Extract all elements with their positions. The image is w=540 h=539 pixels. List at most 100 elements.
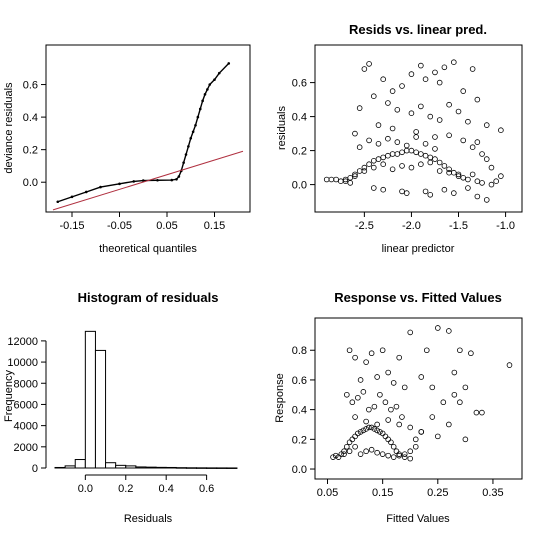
residuals-plot-point <box>413 129 419 135</box>
response-plot-point <box>473 409 480 416</box>
residuals-plot-point <box>432 156 438 162</box>
histogram-y-tick-label: 4000 <box>14 421 38 433</box>
residuals-plot-point <box>394 151 401 157</box>
residuals-plot-point <box>361 66 368 72</box>
response-plot-point <box>357 451 364 457</box>
histogram-bar <box>115 464 127 469</box>
residuals-plot-point <box>422 152 429 159</box>
residuals-plot-point <box>460 175 467 181</box>
histogram-bar <box>125 465 137 469</box>
response-plot-point <box>390 454 397 460</box>
residuals-plot-point <box>455 108 462 115</box>
residuals-plot-point <box>380 186 386 193</box>
qq-plot-frame <box>45 44 251 213</box>
response-plot-frame <box>314 317 523 480</box>
response-plot-point <box>377 429 383 435</box>
residuals-plot-point <box>474 96 481 103</box>
response-plot-point <box>341 448 347 455</box>
response-plot-point <box>371 403 378 410</box>
response-plot-point <box>479 409 485 416</box>
histogram-y-tick-label: 12000 <box>7 336 38 348</box>
response-plot-point <box>352 414 358 420</box>
response-plot-y-tick-label: 0.0 <box>292 464 307 476</box>
histogram-bar <box>185 467 198 469</box>
response-plot-point <box>344 443 350 450</box>
response-plot-point <box>344 391 350 398</box>
residuals-plot-point <box>436 117 443 123</box>
response-plot-point <box>363 426 369 432</box>
response-plot-y-axis-label: Response <box>274 373 286 423</box>
residuals-plot-point <box>451 59 457 65</box>
residuals-plot-point <box>375 122 382 128</box>
residuals-plot-y-tick-label: 0.6 <box>292 78 307 90</box>
residuals-plot-point <box>375 156 382 162</box>
response-plot-point <box>379 430 386 437</box>
response-plot-point <box>457 399 463 406</box>
qq-plot-y-tick-label: 0.0 <box>23 177 38 189</box>
response-plot-point <box>407 424 414 431</box>
response-plot-point <box>434 433 441 440</box>
residuals-plot-point <box>385 152 391 159</box>
response-plot-point <box>385 436 391 443</box>
histogram-bar <box>135 466 147 469</box>
qq-reference-line <box>52 150 244 211</box>
residuals-plot-point <box>432 134 438 140</box>
response-plot-point <box>418 374 425 380</box>
response-plot-point <box>423 347 430 354</box>
residuals-vs-linear-predictor-panel: Resids vs. linear pred. linear predictor… <box>276 22 523 255</box>
residuals-plot-point <box>370 93 377 99</box>
response-plot-point <box>357 429 364 435</box>
response-plot-y-tick-label: 0.2 <box>292 434 307 446</box>
response-plot-point <box>462 436 469 443</box>
response-plot-point <box>429 414 436 420</box>
histogram-bar <box>94 349 107 469</box>
qq-plot-x-tick-label: 0.05 <box>156 220 177 232</box>
residuals-plot-y-tick-label: 0.4 <box>292 112 307 124</box>
response-plot-point <box>457 347 463 354</box>
residuals-plot-point <box>399 149 405 156</box>
response-plot-point <box>368 446 375 453</box>
residuals-plot-point <box>460 88 467 94</box>
response-plot-y-tick-label: 0.8 <box>292 345 307 357</box>
histogram-bar <box>145 466 157 469</box>
response-plot-point <box>341 451 347 457</box>
residuals-plot-point <box>483 122 490 128</box>
histogram-bar <box>84 330 96 469</box>
response-plot-point <box>396 421 403 428</box>
response-plot-point <box>385 417 391 423</box>
residuals-plot-point <box>436 159 443 166</box>
residuals-plot-point <box>422 141 429 147</box>
qq-plot-y-tick-label: 0.6 <box>23 80 38 92</box>
response-plot-point <box>385 452 391 459</box>
response-plot-point <box>385 369 391 376</box>
residuals-plot-point <box>385 135 391 142</box>
response-plot-point <box>379 347 386 354</box>
residuals-plot-x-tick-label: -2.5 <box>355 220 374 232</box>
response-plot-point <box>360 389 367 395</box>
response-plot-point <box>368 350 375 357</box>
response-plot-point <box>349 399 356 406</box>
response-plot-point <box>346 347 353 354</box>
residuals-plot-point <box>394 139 401 145</box>
residuals-plot-y-tick-label: 0.2 <box>292 146 307 158</box>
residuals-plot-point <box>483 197 490 203</box>
residuals-plot-point <box>413 134 419 140</box>
residuals-plot-point <box>493 178 499 185</box>
response-plot-point <box>451 391 458 398</box>
response-plot-point <box>363 359 369 365</box>
residuals-plot-point <box>418 103 424 110</box>
residuals-plot-x-tick-label: -1.5 <box>449 220 468 232</box>
response-plot-point <box>335 454 342 460</box>
residuals-plot-point <box>418 161 424 168</box>
residuals-plot-point <box>460 137 467 144</box>
residuals-plot-point <box>403 142 410 149</box>
residuals-plot-point <box>469 144 476 151</box>
residuals-plot-point <box>347 180 354 186</box>
response-plot-point <box>412 436 419 443</box>
response-plot-point <box>401 384 408 391</box>
response-plot-point <box>407 455 414 462</box>
qq-plot-y-tick-label: 0.4 <box>23 112 38 124</box>
histogram-y-tick-label: 6000 <box>14 399 38 411</box>
histogram-y-tick-label: 10000 <box>7 357 38 369</box>
